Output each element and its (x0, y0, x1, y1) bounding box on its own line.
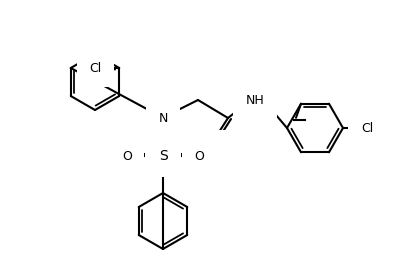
Text: Cl: Cl (361, 122, 373, 134)
Text: O: O (204, 143, 214, 156)
Text: NH: NH (246, 93, 264, 106)
Text: O: O (194, 150, 204, 163)
Text: N: N (158, 111, 168, 124)
Text: O: O (122, 150, 132, 163)
Text: Cl: Cl (89, 62, 101, 74)
Text: S: S (159, 149, 167, 163)
